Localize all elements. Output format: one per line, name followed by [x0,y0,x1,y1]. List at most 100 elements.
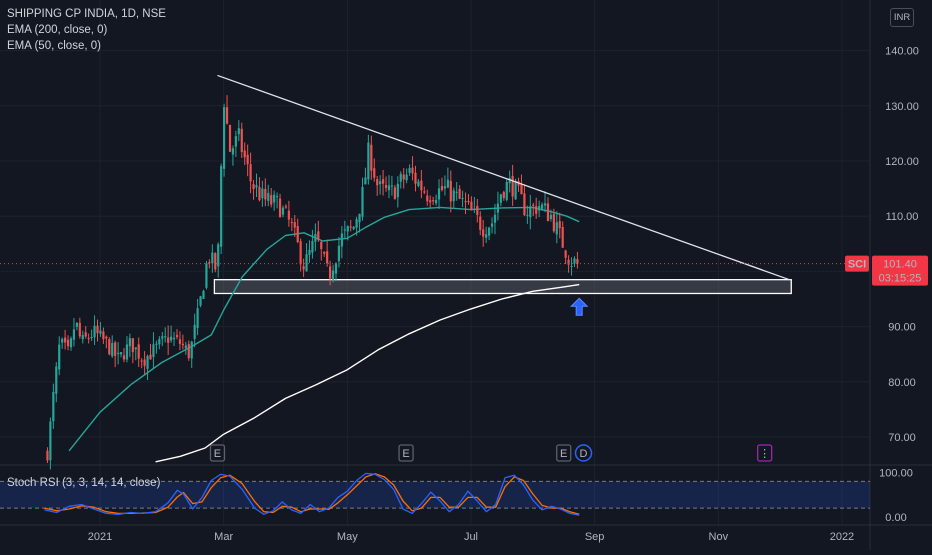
currency-button[interactable]: INR [890,8,914,27]
event-marker-earnings[interactable]: E [209,444,226,462]
candle [164,327,167,343]
candle [485,226,488,243]
event-marker-future[interactable]: ⋮ [757,444,773,462]
candle-body [75,322,78,327]
candle-body [328,266,332,279]
candle [490,217,494,234]
candle [246,144,249,177]
event-marker-dividend[interactable]: D [574,444,593,462]
candle [470,196,473,211]
candle [152,332,155,369]
candle-body [196,308,199,328]
candle [299,238,302,272]
candle-body [84,332,87,337]
candle [275,192,279,209]
candle-body [543,203,547,206]
candle [172,331,176,346]
candle [49,417,52,470]
event-label: E [214,448,221,460]
candle [170,325,173,343]
time-tick-label: May [337,531,358,543]
candle-body [352,226,355,230]
candle-body [502,192,505,198]
candle [66,335,70,351]
candle [361,177,364,221]
candle [131,338,134,364]
stoch-rsi-title[interactable]: Stoch RSI (3, 3, 14, 14, close) [7,477,161,489]
event-box [398,444,414,462]
candle-body [131,338,134,353]
last-price-label: 101.40 03:15:25 [872,255,928,286]
candle-body [370,144,373,171]
candle-body [405,174,408,181]
candle-body [529,206,532,218]
candle [473,196,476,213]
candle-body [464,201,467,203]
candle-body [538,206,541,211]
event-box [556,444,572,462]
ema50-line [68,206,580,452]
candle [270,187,273,208]
symbol-title[interactable]: SHIPPING CP INDIA, 1D, NSE [7,8,166,20]
candle-body [143,359,146,366]
candle-body [149,354,152,360]
ema50-legend[interactable]: EMA (50, close, 0) [7,40,101,52]
candle [320,240,323,261]
candle-body [443,186,447,189]
candle [137,337,140,367]
candle [296,218,299,244]
candle-body [311,241,314,253]
candle-body [243,150,246,158]
event-marker-earnings[interactable]: E [398,444,414,462]
candle-body [96,325,99,334]
event-marker-earnings[interactable]: E [556,444,572,462]
candle-body [376,179,379,186]
candle [290,218,293,232]
candle-body [214,253,217,270]
candle-body [402,174,405,180]
candle-body [58,344,61,370]
candle [211,244,214,273]
candle-body [573,258,576,264]
candle [193,313,196,348]
candle-body [473,208,476,210]
candle [411,156,414,181]
candle [305,243,308,272]
candle [346,225,349,241]
candle-body [152,344,155,357]
candle-body [305,254,308,272]
candle [119,351,123,358]
candle-body [511,175,514,197]
time-axis: 2021 Mar May Jul Sep Nov 2022 [88,531,854,543]
chart-legend: SHIPPING CP INDIA, 1D, NSE EMA (200, clo… [7,6,166,54]
price-tick-label: 120.00 [885,156,919,168]
candle-body [340,233,343,247]
descending-trendline [217,74,790,281]
candle-body [396,183,399,198]
ticker-badge[interactable]: SCI [845,255,869,272]
candle-body [167,337,170,343]
candle [243,142,246,166]
candle-body [72,329,76,340]
candle-body [437,188,441,200]
candle [87,333,90,344]
candle-body [172,337,176,340]
candle [367,134,370,185]
ticker-badge-bg [845,255,869,272]
candle [69,336,73,351]
ema200-legend[interactable]: EMA (200, close, 0) [7,24,108,36]
candle-body [296,226,299,243]
candle-body [99,330,102,334]
candle [78,317,81,339]
candle-body [278,198,282,218]
candle-body [281,207,285,215]
candle-body [455,191,458,193]
candle [535,197,538,219]
candle [417,178,420,188]
candle [487,226,491,241]
candle-body [320,241,323,250]
ema200-line [155,283,580,463]
candle [387,175,391,199]
